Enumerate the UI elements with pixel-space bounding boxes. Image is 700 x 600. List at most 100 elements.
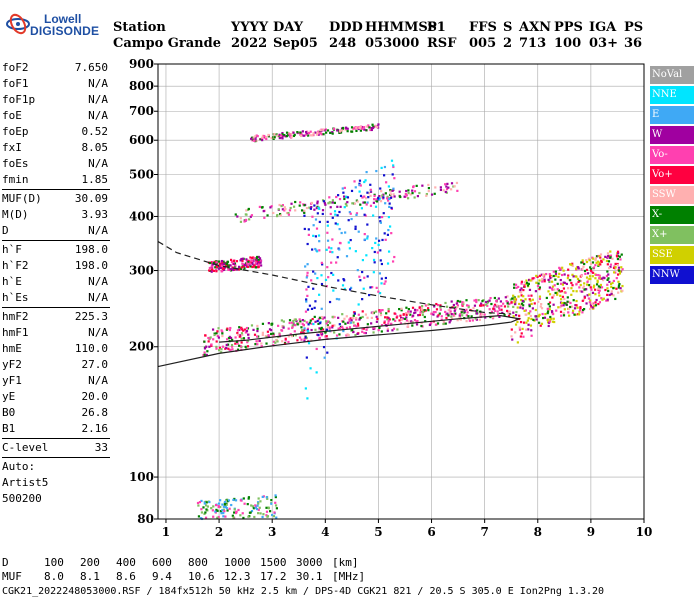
echo-point xyxy=(275,516,278,519)
echo-point xyxy=(311,248,314,251)
echo-point xyxy=(248,515,251,518)
echo-point xyxy=(616,262,619,266)
echo-point xyxy=(241,512,244,515)
echo-point xyxy=(592,284,596,287)
echo-point xyxy=(503,305,507,308)
echo-point xyxy=(379,249,382,252)
echo-point xyxy=(244,263,247,267)
echo-point xyxy=(312,234,315,237)
echo-point xyxy=(523,309,526,312)
echo-point xyxy=(418,191,421,195)
echo-point xyxy=(504,296,507,299)
echo-point xyxy=(373,194,376,198)
echo-point xyxy=(274,504,278,507)
echo-point xyxy=(239,259,242,262)
echo-point xyxy=(279,214,282,217)
echo-point xyxy=(240,498,243,501)
echo-point xyxy=(366,235,369,238)
echo-point xyxy=(211,268,214,271)
echo-point xyxy=(435,302,438,306)
echo-point xyxy=(583,296,586,299)
echo-point xyxy=(226,509,229,512)
echo-point xyxy=(558,267,562,270)
echo-point xyxy=(480,302,483,305)
echo-point xyxy=(292,205,296,208)
echo-point xyxy=(388,225,392,228)
echo-point xyxy=(366,223,369,226)
echo-point xyxy=(354,186,357,189)
echo-point xyxy=(372,125,375,128)
echo-point xyxy=(543,316,547,319)
echo-point xyxy=(310,328,313,332)
echo-point xyxy=(366,237,369,240)
echo-point xyxy=(535,281,538,284)
echo-point xyxy=(592,307,595,310)
echo-point xyxy=(304,310,308,313)
echo-point xyxy=(364,197,368,200)
echo-point xyxy=(581,299,584,302)
digisonde-logo: Lowell DIGISONDE xyxy=(4,8,104,40)
echo-point xyxy=(375,315,378,318)
echo-point xyxy=(577,266,580,269)
echo-point xyxy=(539,305,542,308)
echo-point xyxy=(366,191,369,194)
echo-point xyxy=(597,263,600,266)
echo-point xyxy=(218,264,222,267)
param-value: N/A xyxy=(88,157,108,170)
echo-point xyxy=(232,516,235,519)
echo-point xyxy=(290,334,294,338)
echo-point xyxy=(250,259,253,262)
echo-point xyxy=(208,261,212,264)
echo-point xyxy=(242,516,245,520)
echo-point xyxy=(552,317,555,320)
muf-table-cell: 100 xyxy=(44,556,64,569)
echo-point xyxy=(338,197,342,201)
echo-point xyxy=(595,255,599,258)
echo-point xyxy=(229,326,232,330)
echo-point xyxy=(374,310,378,313)
echo-point xyxy=(260,264,263,267)
echo-point xyxy=(569,279,572,282)
echo-point xyxy=(269,510,272,513)
param-label: yF2 xyxy=(2,358,22,371)
echo-point xyxy=(372,310,376,314)
echo-point xyxy=(213,332,216,335)
echo-point xyxy=(207,340,210,343)
echo-point xyxy=(352,202,356,205)
echo-point xyxy=(407,320,410,323)
scaled-parameters-panel: foF2 7.650 foF1 N/A foF1p N/A foE N/A foEp 0.52 fx… xyxy=(2,60,110,507)
echo-point xyxy=(461,303,464,306)
echo-point xyxy=(385,181,388,184)
echo-point xyxy=(305,130,309,133)
echo-point xyxy=(398,194,401,197)
echo-point xyxy=(251,259,254,262)
echo-point xyxy=(303,329,306,332)
echo-point xyxy=(245,218,248,222)
echo-point xyxy=(216,516,219,519)
echo-point xyxy=(262,495,265,498)
echo-point xyxy=(215,260,219,263)
echo-point xyxy=(322,133,325,136)
echo-point xyxy=(608,280,611,284)
echo-point xyxy=(324,131,328,134)
echo-point xyxy=(320,326,323,329)
header-value: RSF xyxy=(427,36,457,51)
echo-point xyxy=(585,259,588,262)
echo-point xyxy=(578,286,581,289)
echo-point xyxy=(371,127,374,130)
echo-point xyxy=(298,321,301,325)
echo-point xyxy=(522,335,525,338)
echo-point xyxy=(357,127,360,131)
echo-point xyxy=(380,215,384,219)
echo-point xyxy=(475,300,478,304)
echo-point xyxy=(248,511,252,514)
echo-point xyxy=(607,289,610,293)
param-row: foF1 N/A xyxy=(2,76,110,92)
echo-point xyxy=(302,332,305,335)
echo-point xyxy=(250,504,253,507)
echo-point xyxy=(254,266,258,269)
echo-point xyxy=(276,134,279,138)
param-separator xyxy=(2,240,110,241)
echo-point xyxy=(333,315,336,319)
echo-point xyxy=(618,255,622,258)
